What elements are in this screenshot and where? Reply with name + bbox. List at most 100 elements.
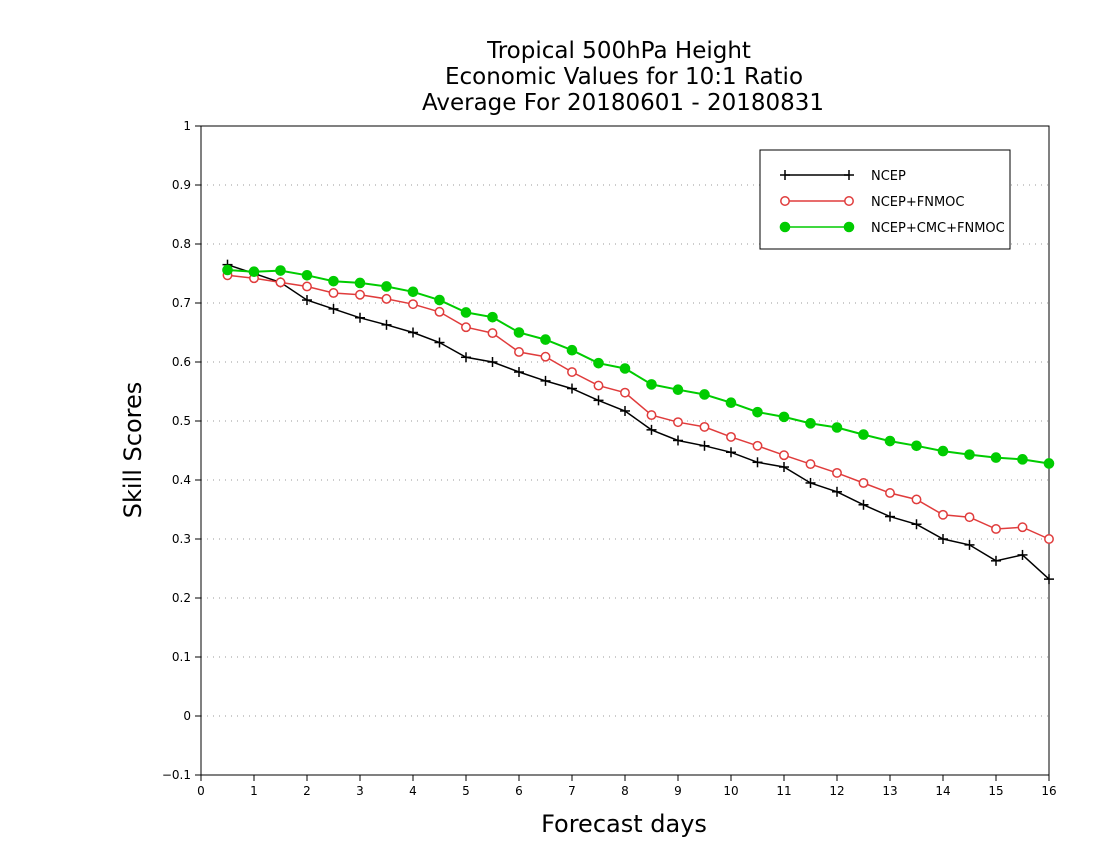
data-point [248, 266, 260, 278]
legend-label: NCEP+FNMOC [871, 195, 964, 210]
data-point [540, 375, 551, 386]
data-point [354, 277, 366, 289]
data-point [487, 357, 498, 367]
y-tick-label: 0.6 [172, 355, 191, 369]
data-point [461, 352, 471, 363]
data-point [858, 499, 869, 510]
legend: NCEP NCEP+FNMOC NCEP+CMC+FNMOC [759, 149, 1011, 250]
data-point [275, 265, 286, 276]
data-point [726, 447, 736, 458]
data-point [805, 477, 816, 488]
data-point [832, 467, 842, 478]
legend-label: NCEP+CMC+FNMOC [871, 221, 1005, 236]
data-point [514, 367, 524, 378]
data-point [991, 524, 1001, 534]
data-point [911, 494, 922, 505]
data-point [646, 379, 657, 390]
data-point [725, 397, 737, 409]
data-point [844, 170, 854, 180]
data-point [302, 295, 312, 306]
series-layer [222, 259, 1055, 585]
data-point [487, 311, 498, 323]
data-point [328, 275, 339, 287]
chart-title: Tropical 500hPa Height Economic Values f… [422, 38, 824, 116]
y-tick-label: 0 [183, 709, 191, 723]
data-point [673, 417, 683, 428]
data-point [937, 445, 949, 457]
x-tick-label: 7 [568, 784, 576, 798]
legend-item: NCEP+CMC+FNMOC [779, 221, 1005, 236]
data-point [964, 449, 975, 460]
data-point [567, 383, 577, 394]
data-point [672, 384, 684, 396]
data-point [780, 170, 790, 180]
x-tick-label: 1 [250, 784, 258, 798]
data-point [726, 431, 736, 442]
data-point [381, 281, 392, 292]
data-point [1044, 534, 1054, 544]
x-tick-label: 13 [882, 784, 897, 798]
data-point [911, 440, 922, 452]
series-line [227, 269, 1050, 465]
y-tick-label: 0.3 [172, 532, 191, 546]
data-point [381, 319, 392, 330]
x-axis-title: Forecast days [541, 810, 707, 838]
data-point [434, 306, 445, 317]
x-tick-label: 14 [935, 784, 950, 798]
x-tick-label: 11 [776, 784, 791, 798]
chart-title-line-1: Tropical 500hPa Height [486, 38, 751, 64]
data-point [619, 363, 631, 374]
data-point [514, 347, 524, 357]
data-point [328, 303, 339, 314]
data-point [646, 424, 657, 435]
data-point [302, 281, 312, 292]
x-tick-label: 6 [515, 784, 523, 798]
data-point [408, 327, 418, 338]
grid-lines [201, 184, 1049, 717]
data-point [540, 334, 551, 345]
y-tick-label: 0.1 [172, 650, 191, 664]
data-point [699, 440, 710, 451]
y-tick-label: 0.8 [172, 237, 191, 251]
data-point [355, 289, 365, 300]
data-point [885, 511, 895, 522]
data-point [460, 307, 472, 318]
data-point [434, 337, 445, 348]
legend-item: NCEP [780, 169, 906, 184]
data-point [1044, 574, 1054, 585]
legend-box [759, 149, 1011, 250]
data-point [778, 411, 790, 423]
data-point [328, 288, 339, 298]
series-ncep [222, 259, 1054, 585]
data-point [911, 519, 922, 530]
data-point [487, 328, 498, 339]
data-point [434, 294, 445, 306]
data-point [355, 312, 365, 323]
x-tick-label: 12 [829, 784, 844, 798]
series-ncep-fnmoc [222, 270, 1054, 544]
data-point [222, 264, 233, 276]
data-point [964, 512, 975, 523]
data-point [301, 269, 313, 281]
x-axis: 0 1 2 3 4 5 6 7 8 9 10 11 12 13 14 15 16 [197, 775, 1057, 798]
data-point [832, 486, 842, 497]
data-point [779, 221, 791, 233]
chart-title-line-2: Economic Values for 10:1 Ratio [445, 64, 803, 90]
data-point [646, 410, 657, 421]
x-tick-label: 16 [1041, 784, 1056, 798]
data-point [844, 196, 854, 206]
data-point [408, 299, 418, 310]
x-tick-label: 8 [621, 784, 629, 798]
data-point [884, 435, 896, 447]
data-point [1017, 522, 1028, 533]
data-point [699, 389, 710, 400]
legend-label: NCEP [871, 169, 906, 184]
y-axis: −0.1 0 0.1 0.2 0.3 0.4 0.5 0.6 0.7 0.8 0.9 1 [162, 119, 201, 782]
y-tick-label: 0.5 [172, 414, 191, 428]
data-point [805, 459, 816, 470]
data-point [407, 286, 419, 298]
x-tick-label: 5 [462, 784, 470, 798]
x-tick-label: 0 [197, 784, 205, 798]
data-point [752, 440, 763, 451]
